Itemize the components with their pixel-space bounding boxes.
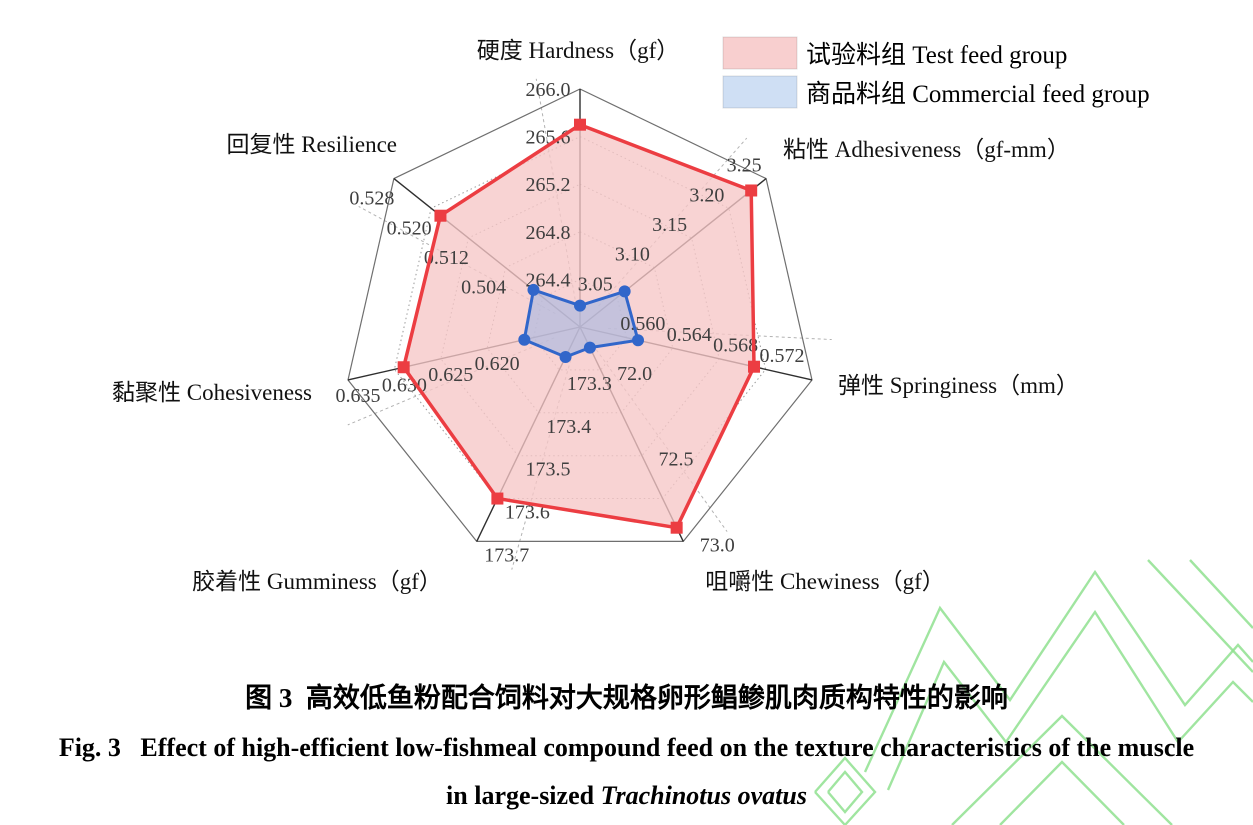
data-marker-circle bbox=[574, 299, 586, 312]
watermark bbox=[1189, 559, 1253, 629]
tick-label-hardness: 264.8 bbox=[526, 222, 571, 244]
data-marker-square bbox=[748, 360, 761, 373]
watermark bbox=[827, 770, 864, 814]
axis-title-adhesiveness: 粘性 Adhesiveness（gf-mm） bbox=[783, 137, 1070, 162]
tick-label-adhesiveness: 3.25 bbox=[727, 155, 762, 177]
tick-label-hardness: 266.0 bbox=[526, 79, 571, 101]
data-marker-square bbox=[434, 209, 447, 222]
tick-label-chewiness: 72.5 bbox=[658, 449, 693, 471]
data-marker-circle bbox=[583, 341, 596, 354]
tick-label-hardness: 265.6 bbox=[526, 127, 571, 149]
data-marker-circle bbox=[618, 285, 631, 298]
tick-label-hardness: 265.2 bbox=[526, 174, 571, 196]
watermark bbox=[863, 569, 1253, 773]
tick-label-cohesiveness: 0.630 bbox=[382, 374, 427, 396]
data-marker-square bbox=[745, 184, 758, 197]
watermark bbox=[814, 756, 877, 825]
tick-label-adhesiveness: 3.10 bbox=[615, 244, 650, 266]
legend-swatch bbox=[722, 36, 798, 70]
caption-english-line2: in large-sized Trachinotus ovatus bbox=[0, 781, 1253, 811]
legend-swatch bbox=[722, 75, 798, 109]
caption-english-line2-prefix: in large-sized bbox=[446, 781, 601, 810]
tick-label-springiness: 0.560 bbox=[620, 313, 665, 335]
watermark bbox=[951, 714, 1173, 825]
species-name: Trachinotus ovatus bbox=[600, 781, 807, 810]
legend-label: 商品料组 Commercial feed group bbox=[806, 80, 1150, 108]
data-marker-circle bbox=[518, 333, 531, 346]
data-marker-square bbox=[574, 118, 586, 131]
data-marker-circle bbox=[527, 283, 540, 296]
tick-label-adhesiveness: 3.20 bbox=[689, 184, 724, 206]
axis-title-resilience: 回复性 Resilience bbox=[226, 132, 397, 157]
series-area-commercial-feed-group bbox=[524, 289, 638, 357]
watermark bbox=[999, 760, 1125, 825]
tick-label-springiness: 0.572 bbox=[760, 345, 805, 367]
data-marker-square bbox=[491, 492, 504, 505]
axis-title-gumminess: 胶着性 Gumminess（gf） bbox=[192, 569, 442, 594]
tick-label-cohesiveness: 0.625 bbox=[428, 364, 473, 386]
series-outline-test-feed-group bbox=[401, 122, 756, 530]
watermark bbox=[886, 609, 1253, 791]
tick-label-gumminess: 173.6 bbox=[505, 502, 550, 524]
caption-english-line1: Fig. 3 Effect of high-efficient low-fish… bbox=[58, 733, 1195, 762]
tick-label-gumminess: 173.5 bbox=[526, 459, 571, 481]
tick-label-resilience: 0.512 bbox=[424, 247, 469, 269]
tick-label-cohesiveness: 0.635 bbox=[335, 385, 380, 407]
series-outline-commercial-feed-group bbox=[522, 288, 640, 359]
data-marker-circle bbox=[632, 334, 645, 347]
tick-label-chewiness: 72.0 bbox=[617, 363, 652, 385]
watermark bbox=[1147, 559, 1253, 673]
axis-title-cohesiveness: 黏聚性 Cohesiveness bbox=[112, 380, 312, 405]
grid-ring bbox=[393, 136, 767, 499]
tick-label-resilience: 0.504 bbox=[461, 277, 506, 299]
tick-label-resilience: 0.520 bbox=[387, 217, 432, 239]
axis-title-springiness: 弹性 Springiness（mm） bbox=[838, 373, 1079, 398]
axis-title-hardness: 硬度 Hardness（gf） bbox=[477, 38, 680, 63]
tick-label-springiness: 0.564 bbox=[667, 324, 712, 346]
axis-title-chewiness: 咀嚼性 Chewiness（gf） bbox=[705, 569, 945, 594]
data-marker-square bbox=[670, 521, 683, 534]
data-marker-circle bbox=[559, 351, 572, 364]
tick-label-resilience: 0.528 bbox=[349, 188, 394, 210]
tick-label-gumminess: 173.4 bbox=[546, 416, 591, 438]
tick-label-gumminess: 173.7 bbox=[484, 544, 529, 566]
tick-label-adhesiveness: 3.15 bbox=[652, 214, 687, 236]
tick-label-chewiness: 73.0 bbox=[700, 534, 735, 556]
tick-label-gumminess: 173.3 bbox=[567, 373, 612, 395]
tick-label-adhesiveness: 3.05 bbox=[578, 273, 613, 295]
caption-chinese: 图 3 高效低鱼粉配合饲料对大规格卵形鲳鲹肌肉质构特性的影响 bbox=[245, 683, 1008, 713]
legend-label: 试验料组 Test feed group bbox=[806, 41, 1067, 69]
tick-label-springiness: 0.568 bbox=[713, 334, 758, 356]
data-marker-square bbox=[397, 361, 410, 374]
outer-grid-polygon bbox=[347, 88, 813, 543]
tick-label-cohesiveness: 0.620 bbox=[475, 353, 520, 375]
